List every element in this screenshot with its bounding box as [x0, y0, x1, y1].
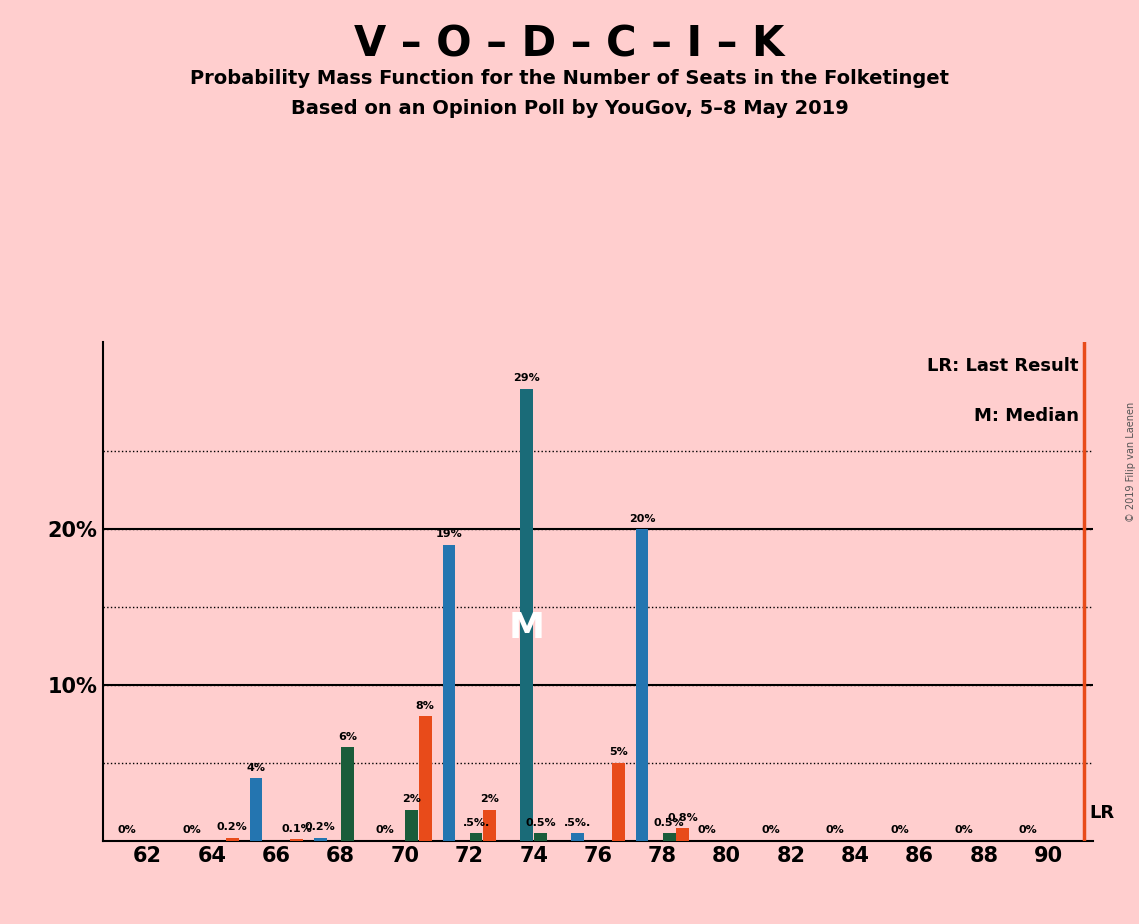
- Text: 0%: 0%: [118, 825, 137, 835]
- Text: 0%: 0%: [375, 825, 394, 835]
- Text: 0%: 0%: [954, 825, 973, 835]
- Bar: [290, 839, 303, 841]
- Bar: [636, 529, 648, 841]
- Bar: [612, 763, 624, 841]
- Text: 0%: 0%: [761, 825, 780, 835]
- Text: LR: Last Result: LR: Last Result: [927, 357, 1079, 375]
- Bar: [443, 544, 456, 841]
- Text: 4%: 4%: [246, 763, 265, 773]
- Text: 0.5%: 0.5%: [654, 818, 685, 828]
- Text: 19%: 19%: [435, 529, 462, 539]
- Text: 0%: 0%: [182, 825, 200, 835]
- Text: 0%: 0%: [826, 825, 844, 835]
- Text: M: M: [509, 612, 544, 645]
- Bar: [226, 838, 238, 841]
- Text: Probability Mass Function for the Number of Seats in the Folketinget: Probability Mass Function for the Number…: [190, 69, 949, 89]
- Text: 2%: 2%: [402, 795, 421, 804]
- Text: 0.8%: 0.8%: [667, 813, 698, 823]
- Text: 0.2%: 0.2%: [305, 822, 336, 833]
- Text: 8%: 8%: [416, 700, 435, 711]
- Text: 0.1%: 0.1%: [281, 824, 312, 833]
- Text: 0.2%: 0.2%: [216, 822, 247, 833]
- Text: © 2019 Filip van Laenen: © 2019 Filip van Laenen: [1125, 402, 1136, 522]
- Bar: [663, 833, 675, 841]
- Text: M: Median: M: Median: [974, 407, 1079, 425]
- Bar: [314, 838, 327, 841]
- Text: 0%: 0%: [890, 825, 909, 835]
- Text: 0%: 0%: [697, 825, 715, 835]
- Text: 6%: 6%: [338, 732, 357, 742]
- Text: Based on an Opinion Poll by YouGov, 5–8 May 2019: Based on an Opinion Poll by YouGov, 5–8 …: [290, 99, 849, 118]
- Text: 2%: 2%: [481, 795, 499, 804]
- Bar: [572, 833, 584, 841]
- Text: V – O – D – C – I – K: V – O – D – C – I – K: [354, 23, 785, 65]
- Bar: [419, 716, 432, 841]
- Text: 29%: 29%: [514, 373, 540, 383]
- Bar: [483, 809, 495, 841]
- Bar: [677, 828, 689, 841]
- Text: 0.5%: 0.5%: [525, 818, 556, 828]
- Text: LR: LR: [1089, 804, 1114, 822]
- Bar: [521, 389, 533, 841]
- Bar: [534, 833, 547, 841]
- Bar: [341, 748, 354, 841]
- Text: .5%.: .5%.: [462, 818, 490, 828]
- Bar: [469, 833, 483, 841]
- Bar: [405, 809, 418, 841]
- Text: 5%: 5%: [609, 748, 628, 758]
- Bar: [249, 778, 262, 841]
- Text: 20%: 20%: [629, 514, 655, 524]
- Text: .5%.: .5%.: [564, 818, 591, 828]
- Text: 0%: 0%: [1018, 825, 1038, 835]
